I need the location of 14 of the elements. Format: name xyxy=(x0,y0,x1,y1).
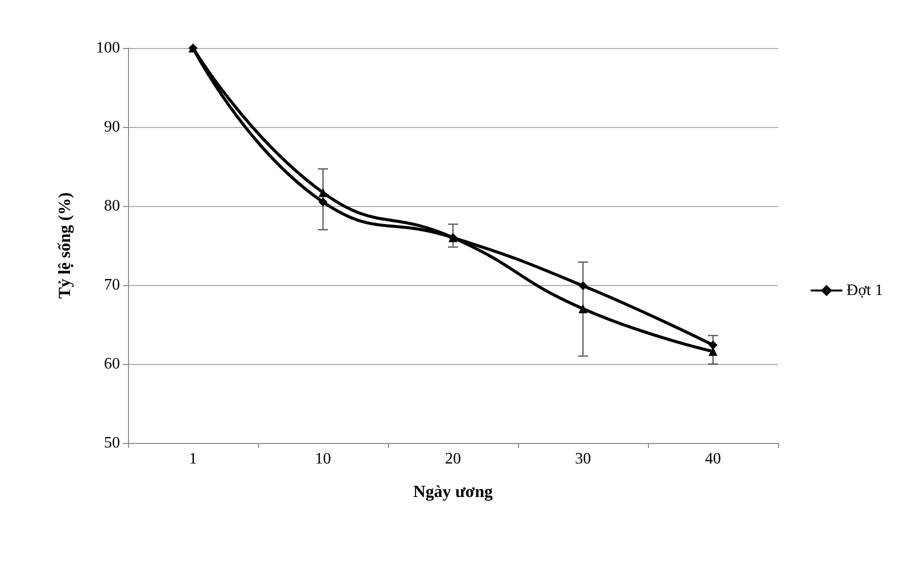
x-tick-label: 30 xyxy=(575,450,591,468)
y-tick-label: 70 xyxy=(104,276,120,294)
y-tick-label: 80 xyxy=(104,198,120,214)
y-tick-label: 50 xyxy=(104,434,120,452)
legend-label: Đợt 1 xyxy=(846,282,884,299)
x-tick-label: 10 xyxy=(315,450,331,468)
y-tick-label: 100 xyxy=(96,40,120,56)
x-tick-label: 1 xyxy=(189,450,197,468)
y-tick-label: 60 xyxy=(104,356,120,372)
y-axis-title: Tỷ lệ sống (%) xyxy=(55,192,74,299)
x-tick-label: 40 xyxy=(705,450,721,468)
x-tick-label: 20 xyxy=(445,450,461,468)
x-axis-title: Ngày ương xyxy=(413,482,494,501)
y-tick-label: 90 xyxy=(104,118,120,136)
